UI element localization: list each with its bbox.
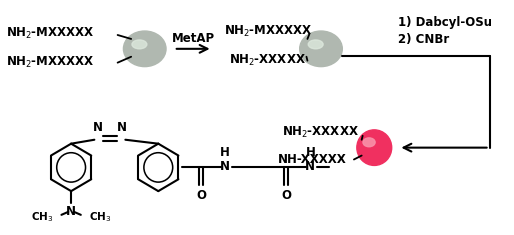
Text: MetAP: MetAP xyxy=(172,32,215,45)
Ellipse shape xyxy=(357,130,392,165)
Text: NH-XXXXX: NH-XXXXX xyxy=(278,153,346,166)
Text: H: H xyxy=(220,145,230,159)
Ellipse shape xyxy=(132,40,147,49)
Text: CH$_3$: CH$_3$ xyxy=(31,210,53,224)
Text: CH$_3$: CH$_3$ xyxy=(88,210,111,224)
Ellipse shape xyxy=(300,31,342,67)
Ellipse shape xyxy=(363,138,375,147)
Text: NH$_2$-XXXXX: NH$_2$-XXXXX xyxy=(282,125,359,140)
Text: H: H xyxy=(305,145,315,159)
Text: 1) Dabcyl-OSu: 1) Dabcyl-OSu xyxy=(398,16,492,29)
Ellipse shape xyxy=(123,31,166,67)
Text: NH$_2$-MXXXXX: NH$_2$-MXXXXX xyxy=(224,24,313,39)
Ellipse shape xyxy=(308,40,323,49)
Text: O: O xyxy=(196,189,206,202)
Text: NH$_2$-MXXXXX: NH$_2$-MXXXXX xyxy=(6,55,95,70)
Text: O: O xyxy=(281,189,291,202)
Text: NH$_2$-XXXXX: NH$_2$-XXXXX xyxy=(229,53,306,68)
Text: N: N xyxy=(305,160,316,173)
Text: NH$_2$-MXXXXX: NH$_2$-MXXXXX xyxy=(6,25,95,41)
Text: N: N xyxy=(93,121,103,134)
Text: N: N xyxy=(117,121,126,134)
Text: N: N xyxy=(220,160,230,173)
Text: 2) CNBr: 2) CNBr xyxy=(398,33,450,46)
Text: N: N xyxy=(66,205,76,218)
